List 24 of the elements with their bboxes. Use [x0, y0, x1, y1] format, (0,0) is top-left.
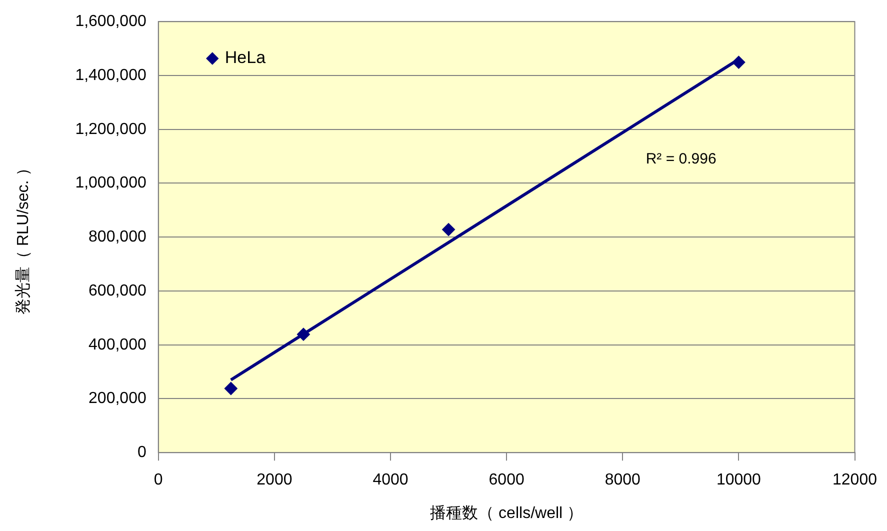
y-tick-label: 1,200,000 [75, 120, 146, 138]
point [442, 223, 456, 236]
y-tick-label: 800,000 [88, 228, 146, 246]
x-tick-label: 8000 [604, 472, 641, 489]
y-tick-label: 1,600,000 [75, 13, 146, 30]
x-tick-label: 0 [154, 472, 163, 489]
point [732, 56, 746, 69]
annotation: R² = 0.996 [646, 150, 716, 168]
x-tick-label: 6000 [488, 472, 524, 489]
x-tick-label: 4000 [372, 472, 408, 489]
x-axis-title: 播種数（ cells/well ） [430, 504, 584, 522]
y-tick-label: 200,000 [88, 390, 146, 408]
legend-label: HeLa [224, 48, 266, 68]
y-tick-label: 1,000,000 [75, 174, 146, 192]
point [224, 382, 238, 395]
y-tick-label: 600,000 [88, 282, 146, 300]
y-tick-label: 400,000 [88, 336, 146, 354]
y-tick-label: 0 [137, 444, 146, 462]
x-tick-label: 12000 [832, 472, 878, 489]
x-tick-label: 2000 [256, 472, 292, 489]
point [296, 328, 310, 341]
y-axis-title: 発光量（ RLU/sec. ） [14, 160, 32, 314]
y-tick-label: 1,400,000 [75, 66, 146, 84]
x-tick-label: 10000 [716, 472, 762, 489]
